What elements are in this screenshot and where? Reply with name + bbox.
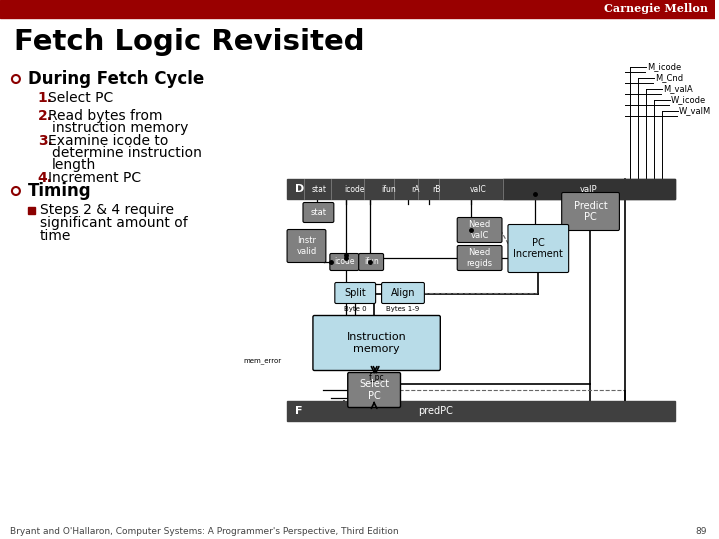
Text: Align: Align	[390, 288, 416, 298]
Text: rB: rB	[433, 184, 441, 194]
FancyBboxPatch shape	[562, 192, 619, 231]
Text: icode: icode	[334, 258, 354, 266]
Text: ifun: ifun	[364, 258, 378, 266]
Text: Increment PC: Increment PC	[47, 171, 141, 185]
Text: determine instruction: determine instruction	[52, 146, 201, 160]
Text: Fetch Logic Revisited: Fetch Logic Revisited	[14, 28, 365, 56]
FancyBboxPatch shape	[303, 203, 334, 223]
Text: f_pc: f_pc	[368, 373, 384, 382]
Text: D: D	[295, 184, 304, 194]
Bar	[287, 401, 674, 421]
Text: M_Cnd: M_Cnd	[655, 73, 683, 82]
Text: 89: 89	[695, 527, 707, 536]
Bar	[0, 0, 715, 18]
Text: W_icode: W_icode	[671, 95, 706, 105]
Text: W_valM: W_valM	[679, 107, 711, 115]
FancyBboxPatch shape	[359, 253, 383, 271]
Text: valC: valC	[470, 184, 487, 194]
Text: time: time	[40, 229, 71, 243]
FancyBboxPatch shape	[335, 282, 375, 303]
FancyBboxPatch shape	[457, 245, 502, 271]
Text: instruction memory: instruction memory	[52, 121, 188, 135]
Text: stat: stat	[311, 208, 326, 217]
Text: Split: Split	[344, 288, 366, 298]
Text: Select
PC: Select PC	[359, 379, 389, 401]
Text: 2.: 2.	[38, 109, 52, 123]
FancyBboxPatch shape	[382, 282, 424, 303]
FancyBboxPatch shape	[348, 372, 400, 407]
Text: F: F	[295, 406, 302, 416]
Bar	[28, 207, 35, 214]
Text: ifun: ifun	[382, 184, 396, 194]
FancyBboxPatch shape	[287, 230, 326, 262]
Text: During Fetch Cycle: During Fetch Cycle	[28, 70, 204, 88]
Text: significant amount of: significant amount of	[40, 216, 188, 230]
Text: M_icode: M_icode	[647, 63, 681, 72]
Text: Carnegie Mellon: Carnegie Mellon	[605, 3, 708, 15]
Text: Read bytes from: Read bytes from	[47, 109, 162, 123]
Text: PC
Increment: PC Increment	[513, 238, 563, 259]
Text: Examine icode to: Examine icode to	[47, 134, 168, 148]
Text: rA: rA	[412, 184, 420, 194]
Text: 3.: 3.	[38, 134, 52, 148]
Text: Bryant and O'Hallaron, Computer Systems: A Programmer's Perspective, Third Editi: Bryant and O'Hallaron, Computer Systems:…	[10, 527, 398, 536]
Text: 4.: 4.	[38, 171, 52, 185]
Text: Byte 0: Byte 0	[344, 306, 367, 312]
FancyBboxPatch shape	[508, 225, 569, 273]
Text: Select PC: Select PC	[47, 91, 113, 105]
Text: Bytes 1-9: Bytes 1-9	[386, 306, 420, 312]
FancyBboxPatch shape	[330, 253, 359, 271]
Text: stat: stat	[312, 184, 327, 194]
Text: Instr
valid: Instr valid	[296, 236, 316, 255]
Bar	[503, 179, 674, 199]
Text: Need
regids: Need regids	[467, 248, 493, 268]
Text: mem_error: mem_error	[244, 358, 282, 364]
Text: Instruction
memory: Instruction memory	[347, 332, 406, 354]
Text: Steps 2 & 4 require: Steps 2 & 4 require	[40, 203, 174, 217]
Text: predPC: predPC	[418, 406, 453, 416]
Text: valP: valP	[580, 184, 598, 194]
Text: Need
valC: Need valC	[469, 220, 491, 240]
Bar	[287, 179, 674, 199]
Text: M_valA: M_valA	[663, 85, 692, 93]
Text: Timing: Timing	[28, 182, 91, 200]
FancyBboxPatch shape	[313, 315, 440, 370]
Text: icode: icode	[344, 184, 365, 194]
Text: 1.: 1.	[38, 91, 52, 105]
Text: length: length	[52, 158, 96, 172]
FancyBboxPatch shape	[457, 218, 502, 243]
Text: Predict
PC: Predict PC	[574, 201, 608, 222]
